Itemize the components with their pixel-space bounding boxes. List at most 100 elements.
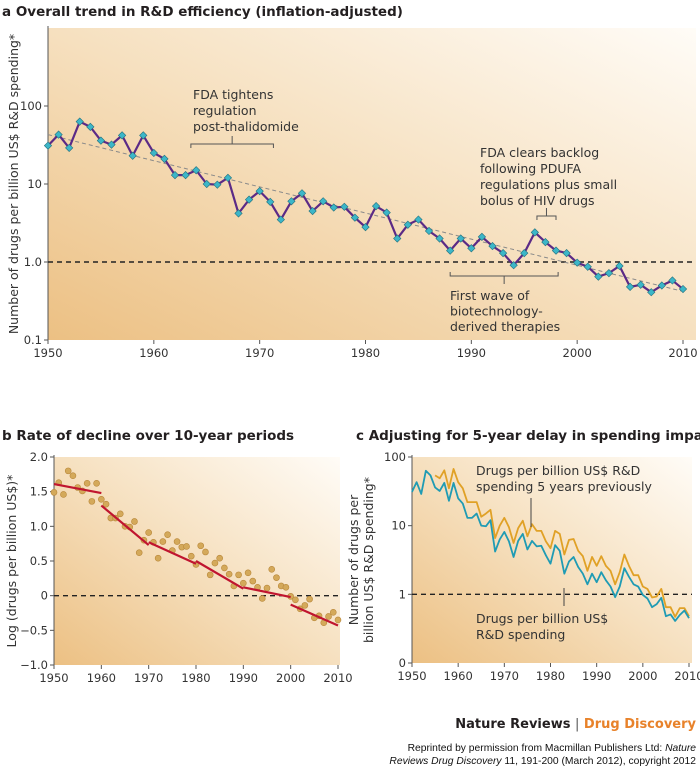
x-tick-label: 2000 [563,346,592,360]
data-point [615,261,624,271]
data-point [282,584,290,591]
data-point [192,166,201,175]
panel-b-title: b Rate of decline over 10-year periods [2,428,294,444]
credit-text: Reprinted by permission from Macmillan P… [407,743,666,754]
brand-name: Nature Reviews [455,717,571,732]
fit-line [195,560,244,590]
annotation-text: derived therapies [450,319,560,334]
x-tick-label: 1990 [229,671,258,685]
x-tick-label: 1970 [134,671,163,685]
x-tick-label: 1970 [490,669,519,683]
x-tick-label: 1960 [139,346,168,360]
data-point [258,595,266,602]
data-point [244,569,252,577]
y-tick-label: 2.0 [30,450,48,464]
x-tick-label: 1960 [444,669,473,683]
x-tick-label: 2010 [674,669,700,683]
annotation-bracket [190,136,274,148]
data-point [268,566,276,573]
panel-c-title: c Adjusting for 5-year delay in spending… [356,428,700,444]
panel-a-title: a Overall trend in R&D efficiency (infla… [2,4,403,20]
data-point [69,472,77,480]
data-point [301,602,309,609]
series-label-current: R&D spending [476,627,565,642]
data-point [668,276,677,285]
annotation-text: bolus of HIV drugs [480,193,595,208]
data-point [325,613,332,620]
series-line-current [411,469,690,622]
y-tick-label: 1.0 [24,255,42,269]
data-point [197,542,205,550]
x-tick-label: 2010 [323,671,352,685]
data-point [159,538,167,545]
y-axis-label: Number of drugs per billion US$ R&D spen… [6,34,21,334]
y-tick-label: 0.1 [24,333,42,347]
data-point [225,570,233,578]
data-point [520,249,529,258]
data-point [173,538,181,545]
data-point [329,203,338,212]
data-point [255,187,264,196]
data-point [562,249,571,258]
credit-citation: 11, 191-200 (March 2012), copyright 2012 [501,756,696,767]
annotation-text: regulation [193,103,257,118]
y-tick-label: 100 [20,99,42,113]
data-point [223,173,233,182]
data-point [647,288,656,297]
data-point [361,223,370,232]
copyright-credit: Reprinted by permission from Macmillan P… [389,742,696,768]
data-point [276,215,285,224]
data-point [371,202,381,211]
data-point [244,195,254,204]
data-point [83,480,91,487]
credit-journal-cont: Reviews Drug Discovery [389,756,502,767]
data-point [202,548,209,556]
data-point [96,136,106,145]
data-point [181,171,190,180]
data-point [266,197,275,206]
fit-line [53,482,102,495]
x-tick-label: 2010 [668,346,697,360]
x-tick-label: 1980 [351,346,380,360]
x-tick-label: 1980 [536,669,565,683]
data-point [211,559,219,567]
data-point [308,206,317,216]
data-point [117,131,127,140]
data-point [60,491,67,498]
data-point [329,609,337,616]
data-point [292,596,299,604]
credit-journal: Nature [665,743,696,754]
data-point [98,495,105,503]
data-point [604,269,614,278]
data-point [583,262,592,271]
data-point [306,595,313,603]
fit-line [290,603,339,627]
data-point [235,571,242,579]
data-point [206,571,214,579]
data-point [202,179,211,189]
y-tick-label: 0 [41,589,48,603]
x-tick-label: 1990 [582,669,611,683]
x-tick-label: 1970 [245,346,274,360]
y-axis-label: Log (drugs per billion US$)* [4,475,19,648]
fit-line [100,504,150,546]
data-point [240,579,247,587]
data-point [234,209,243,218]
data-point [625,282,635,291]
data-point [88,498,96,505]
data-point [131,518,138,525]
data-point [530,228,539,237]
data-point [446,246,455,255]
data-point [403,220,412,229]
data-point [678,284,688,294]
y-tick-label: −0.5 [20,623,48,637]
y-tick-label: 10 [391,519,406,533]
data-point [498,249,508,258]
annotation-text: regulations plus small [480,177,617,192]
annotation-bracket [449,272,559,284]
data-point [573,258,582,267]
data-point [128,151,137,160]
data-point [154,554,162,562]
x-tick-label: 1950 [33,346,62,360]
journal-name: Drug Discovery [583,717,696,732]
